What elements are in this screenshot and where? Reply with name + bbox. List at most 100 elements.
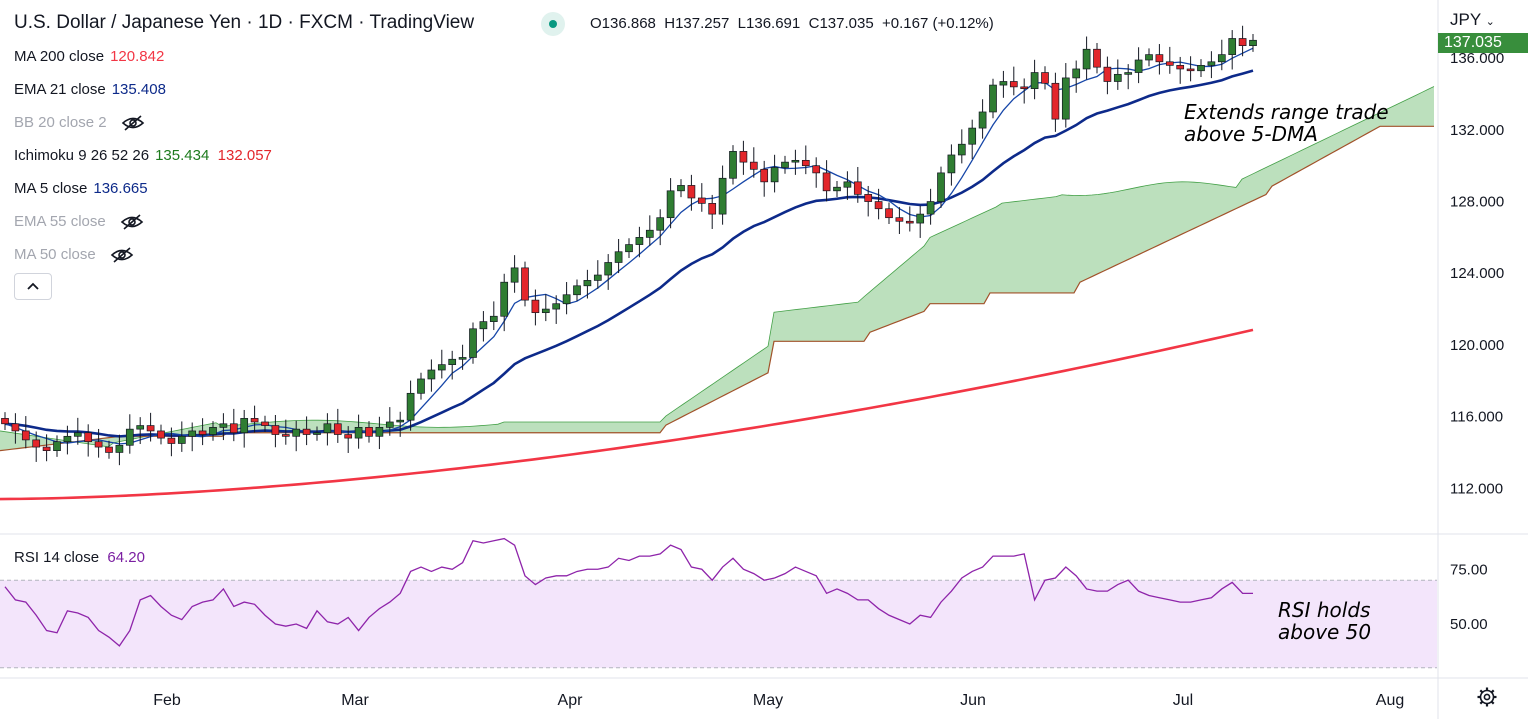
- candle: [427, 359, 436, 392]
- candle-body-up: [115, 444, 124, 453]
- time-tick-label: Mar: [341, 692, 369, 709]
- legend-ichimoku[interactable]: Ichimoku 9 26 52 26 135.434 132.057: [14, 147, 272, 164]
- candle-body-down: [853, 181, 862, 195]
- candle: [625, 238, 633, 259]
- legend-ema21[interactable]: EMA 21 close 135.408: [14, 81, 166, 98]
- hidden-eye-icon[interactable]: [121, 114, 145, 132]
- price-axis: 112.000 116.000 120.000 124.000 128.000 132.0…: [1450, 50, 1504, 633]
- candle: [469, 322, 477, 364]
- candle: [1207, 51, 1216, 79]
- candle: [1197, 59, 1205, 78]
- price-tick-label: 136.000: [1450, 50, 1504, 67]
- candle-body-up: [1197, 65, 1205, 72]
- hidden-eye-icon[interactable]: [110, 246, 134, 264]
- ma200-line-group: [0, 328, 1254, 501]
- rsi-legend[interactable]: RSI 14 close 64.20: [14, 549, 145, 566]
- candle: [1082, 36, 1091, 80]
- price-tick-label: 128.000: [1450, 194, 1504, 211]
- candle-body-up: [635, 237, 644, 245]
- candle: [937, 166, 945, 208]
- hidden-eye-icon[interactable]: [120, 213, 144, 231]
- candle-body-up: [240, 418, 249, 434]
- candle: [801, 145, 810, 175]
- candle-body-down: [1155, 54, 1164, 63]
- candle-body-down: [11, 423, 20, 432]
- candle: [261, 415, 269, 432]
- candle-body-up: [500, 281, 509, 317]
- candle: [375, 416, 384, 450]
- candle-body-up: [718, 177, 727, 215]
- candle: [562, 282, 571, 315]
- candle-body-up: [833, 186, 841, 192]
- candle-body-down: [801, 159, 810, 167]
- candle: [1228, 30, 1237, 70]
- candle-body-down: [1009, 81, 1018, 88]
- candle-body-down: [687, 185, 696, 199]
- candle: [593, 260, 602, 289]
- candle: [541, 294, 550, 322]
- candle: [209, 421, 217, 441]
- candle: [198, 418, 207, 446]
- candle-body-up: [1061, 77, 1070, 120]
- candle-body-up: [1113, 73, 1122, 82]
- market-status-icon[interactable]: [541, 12, 565, 36]
- time-tick-label: Feb: [153, 692, 181, 709]
- legend-ema55[interactable]: EMA 55 close: [14, 213, 144, 231]
- candle: [999, 70, 1008, 98]
- ma200-line: [0, 328, 1254, 501]
- candle: [167, 427, 176, 457]
- candle-body-up: [541, 308, 550, 314]
- candle-body-down: [749, 161, 758, 170]
- price-annotation: Extends range trade above 5-DMA: [1184, 100, 1389, 146]
- candle-body-down: [1041, 72, 1049, 84]
- candle-body-up: [583, 280, 592, 287]
- currency-selector[interactable]: JPY ⌄: [1450, 10, 1495, 29]
- candle-body-up: [614, 251, 623, 263]
- candle-body-up: [458, 357, 467, 360]
- candle-body-up: [937, 172, 945, 202]
- candle: [1093, 42, 1101, 74]
- legend-ma50[interactable]: MA 50 close: [14, 246, 134, 264]
- candle-body-down: [229, 423, 238, 434]
- candle: [1009, 66, 1018, 96]
- candle: [500, 273, 509, 332]
- candle: [344, 426, 353, 453]
- candle: [812, 157, 821, 188]
- candle: [874, 188, 883, 220]
- legend-bb20[interactable]: BB 20 close 2: [14, 114, 145, 132]
- candle-body-up: [926, 201, 935, 215]
- candles: [1, 25, 1257, 466]
- candle-body-up: [947, 154, 956, 174]
- price-tick-label: 112.000: [1450, 480, 1503, 497]
- candle: [677, 179, 685, 198]
- candle-body-up: [781, 161, 789, 168]
- candle-body-up: [978, 111, 987, 129]
- candle: [333, 408, 342, 443]
- candle-body-up: [1207, 61, 1216, 66]
- candle: [1041, 66, 1049, 90]
- candle: [583, 269, 592, 299]
- legend-ma5[interactable]: MA 5 close 136.665: [14, 180, 148, 197]
- candle: [552, 295, 561, 324]
- candle: [1249, 34, 1257, 52]
- candle: [94, 428, 103, 458]
- legend-ma200[interactable]: MA 200 close 120.842: [14, 48, 165, 65]
- collapse-legend-button[interactable]: [14, 273, 52, 300]
- candle-body-down: [521, 267, 529, 301]
- candle-body-down: [1103, 66, 1112, 82]
- time-tick-label: Aug: [1376, 692, 1404, 709]
- candle-body-up: [656, 217, 665, 231]
- candle-body-up: [989, 84, 997, 113]
- candle: [739, 140, 748, 175]
- candle: [479, 311, 488, 342]
- candle: [926, 188, 935, 225]
- gear-icon[interactable]: [1476, 686, 1498, 708]
- candle: [1155, 44, 1164, 75]
- candle-body-down: [812, 165, 821, 174]
- candle-body-up: [292, 428, 301, 437]
- candle: [708, 194, 717, 229]
- candle-body-up: [510, 267, 519, 283]
- candle: [1165, 46, 1174, 74]
- candle: [656, 209, 665, 246]
